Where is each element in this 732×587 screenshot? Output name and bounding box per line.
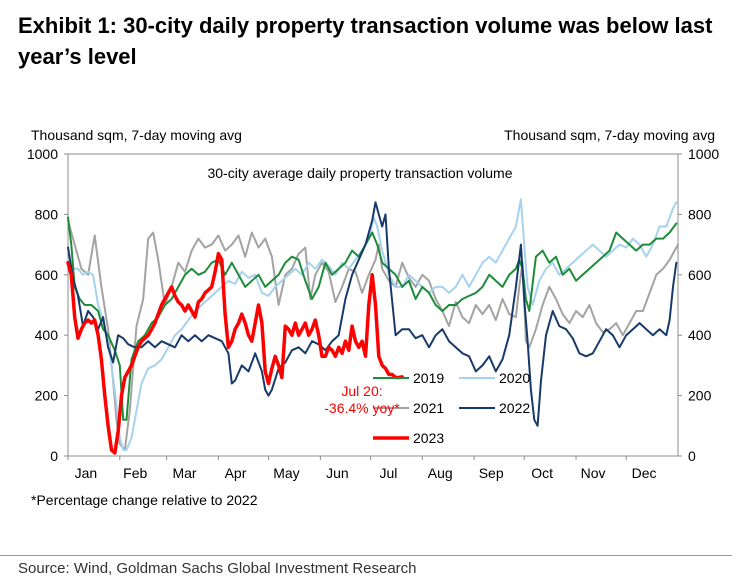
annotation-line1: Jul 20: bbox=[341, 383, 382, 399]
legend-label-2021: 2021 bbox=[413, 400, 444, 416]
x-tick-label: Apr bbox=[225, 465, 247, 481]
legend-label-2023: 2023 bbox=[413, 430, 444, 446]
x-tick-label: Sep bbox=[479, 465, 504, 481]
right-tick-label: 0 bbox=[688, 448, 696, 464]
right-tick-label: 200 bbox=[688, 388, 712, 404]
legend-label-2022: 2022 bbox=[499, 400, 530, 416]
series-line-2019 bbox=[67, 216, 678, 421]
right-axis-label: Thousand sqm, 7-day moving avg bbox=[504, 127, 715, 143]
plot-frame bbox=[67, 153, 679, 457]
right-tick-label: 400 bbox=[688, 327, 712, 343]
left-tick-label: 600 bbox=[35, 267, 59, 283]
footnote: *Percentage change relative to 2022 bbox=[31, 492, 258, 508]
series-line-2023 bbox=[66, 251, 404, 455]
series-lines bbox=[66, 198, 679, 455]
x-tick-label: Jul bbox=[379, 465, 397, 481]
divider bbox=[0, 555, 732, 556]
x-tick-label: Mar bbox=[172, 465, 196, 481]
x-tick-label: Nov bbox=[581, 465, 606, 481]
x-tick-label: Jan bbox=[75, 465, 98, 481]
x-tick-label: Oct bbox=[531, 465, 553, 481]
x-tick-label: May bbox=[273, 465, 299, 481]
left-axis-label: Thousand sqm, 7-day moving avg bbox=[31, 127, 242, 143]
right-tick-label: 1000 bbox=[688, 146, 719, 162]
chart-inner-title: 30-city average daily property transacti… bbox=[207, 165, 512, 181]
right-tick-label: 600 bbox=[688, 267, 712, 283]
axes: 0 0 200 200 400 400 600 600 800 800 1000 1000 Jan Feb… bbox=[27, 146, 720, 481]
left-tick-label: 200 bbox=[35, 388, 59, 404]
source-note: Source: Wind, Goldman Sachs Global Inves… bbox=[18, 560, 417, 577]
left-tick-label: 0 bbox=[50, 448, 58, 464]
left-tick-label: 1000 bbox=[27, 146, 58, 162]
legend: 2019 2020 2021 2022 2023 bbox=[373, 370, 530, 446]
left-tick-label: 400 bbox=[35, 327, 59, 343]
x-tick-label: Jun bbox=[326, 465, 349, 481]
legend-label-2019: 2019 bbox=[413, 370, 444, 386]
x-tick-label: Dec bbox=[632, 465, 657, 481]
left-tick-label: 800 bbox=[35, 206, 59, 222]
right-tick-label: 800 bbox=[688, 206, 712, 222]
x-tick-label: Aug bbox=[428, 465, 453, 481]
series-line-2022 bbox=[67, 201, 678, 427]
legend-label-2020: 2020 bbox=[499, 370, 530, 386]
exhibit-title: Exhibit 1: 30-city daily property transa… bbox=[18, 13, 713, 69]
x-tick-label: Feb bbox=[123, 465, 147, 481]
annotation-line2: -36.4% yoy* bbox=[324, 400, 400, 416]
series-line-2021 bbox=[67, 219, 679, 451]
